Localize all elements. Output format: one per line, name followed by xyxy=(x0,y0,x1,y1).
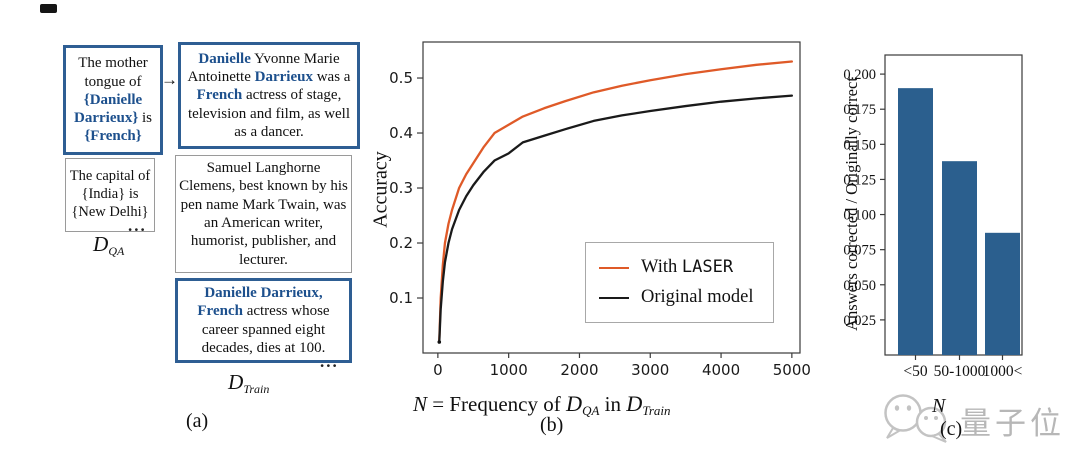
legend-item-original: Original model xyxy=(599,287,773,308)
svg-text:0.025: 0.025 xyxy=(843,313,876,329)
qa-box-mother-tongue: The mother tongue of {Danielle Darrieux}… xyxy=(63,45,163,155)
legend-line-laser-icon xyxy=(599,266,629,269)
svg-text:0.1: 0.1 xyxy=(389,289,413,307)
svg-text:1000: 1000 xyxy=(490,361,528,379)
y-axis-label-answers-corrected: Answers corrected / Originally correct xyxy=(842,77,861,331)
qa-box-capital-india-text: The capital of {India} is {New Delhi} xyxy=(69,168,151,220)
svg-text:0: 0 xyxy=(433,361,443,379)
script-d: D xyxy=(228,370,244,394)
xlabel-n: N xyxy=(413,392,428,416)
svg-text:0.075: 0.075 xyxy=(843,243,876,259)
svg-text:0.2: 0.2 xyxy=(389,234,413,252)
panel-label-a: (a) xyxy=(186,410,209,432)
svg-text:3000: 3000 xyxy=(631,361,669,379)
arrow-right-icon: → xyxy=(161,70,178,89)
svg-text:0.100: 0.100 xyxy=(843,208,876,224)
svg-text:2000: 2000 xyxy=(560,361,598,379)
legend: With LASER Original model xyxy=(585,242,774,323)
qa-box-capital-india: The capital of {India} is {New Delhi} xyxy=(65,158,155,232)
svg-text:<50: <50 xyxy=(903,363,927,380)
line-chart: 0 1000 2000 3000 4000 5000 0.1 0.2 0.3 0.4 0.5 xyxy=(389,41,811,379)
x-axis-label-n: N xyxy=(932,395,946,417)
svg-text:0.5: 0.5 xyxy=(389,69,413,87)
y-axis-label-accuracy: Accuracy xyxy=(369,151,392,228)
bar-chart: 0.025 0.050 0.075 0.100 0.125 0.150 0.175 0.200… xyxy=(843,54,1023,380)
svg-text:5000: 5000 xyxy=(773,361,811,379)
watermark-text: 量子位 xyxy=(960,406,1065,442)
watermark-wechat-icon xyxy=(884,394,947,443)
svg-text:50-1000: 50-1000 xyxy=(934,363,986,380)
svg-text:0.200: 0.200 xyxy=(843,67,876,83)
svg-text:0.150: 0.150 xyxy=(843,137,876,153)
svg-text:0.3: 0.3 xyxy=(389,179,413,197)
train-box-mark-twain-text: Samuel Langhorne Clemens, best known by … xyxy=(179,160,348,268)
svg-text:0.050: 0.050 xyxy=(843,278,876,294)
train-box-darrieux-bio-text: Danielle Yvonne Marie Antoinette Darrieu… xyxy=(187,50,351,140)
legend-label-laser: With LASER xyxy=(641,257,734,277)
train-box-darrieux-news: Danielle Darrieux, French actress whose … xyxy=(175,278,352,363)
train-box-darrieux-bio: Danielle Yvonne Marie Antoinette Darrieu… xyxy=(178,42,360,149)
legend-label-original: Original model xyxy=(641,287,754,307)
dataset-label-dqa: DQA xyxy=(93,232,124,259)
svg-text:0.4: 0.4 xyxy=(389,124,413,142)
svg-text:0.125: 0.125 xyxy=(843,172,876,188)
svg-text:4000: 4000 xyxy=(702,361,740,379)
svg-text:1000<: 1000< xyxy=(983,363,1023,380)
train-box-darrieux-news-text: Danielle Darrieux, French actress whose … xyxy=(197,284,330,356)
svg-text:0.175: 0.175 xyxy=(843,102,876,118)
train-box-mark-twain: Samuel Langhorne Clemens, best known by … xyxy=(175,155,352,273)
ellipsis-train: ... xyxy=(320,352,339,371)
qa-box-mother-tongue-text: The mother tongue of {Danielle Darrieux}… xyxy=(74,55,152,145)
script-d: D xyxy=(93,232,109,256)
ellipsis-qa: ... xyxy=(128,216,147,235)
panel-label-b: (b) xyxy=(540,414,564,436)
legend-item-laser: With LASER xyxy=(599,257,773,278)
script-d-sub: Train xyxy=(243,382,270,396)
x-axis-label-frequency: N = Frequency of DQA in DTrain xyxy=(413,391,671,418)
script-d-sub: QA xyxy=(108,244,125,258)
panel-label-c: (c) xyxy=(940,418,963,440)
corner-mark xyxy=(40,4,57,13)
dataset-label-dtrain: DTrain xyxy=(228,370,269,397)
legend-line-original-icon xyxy=(599,296,629,299)
